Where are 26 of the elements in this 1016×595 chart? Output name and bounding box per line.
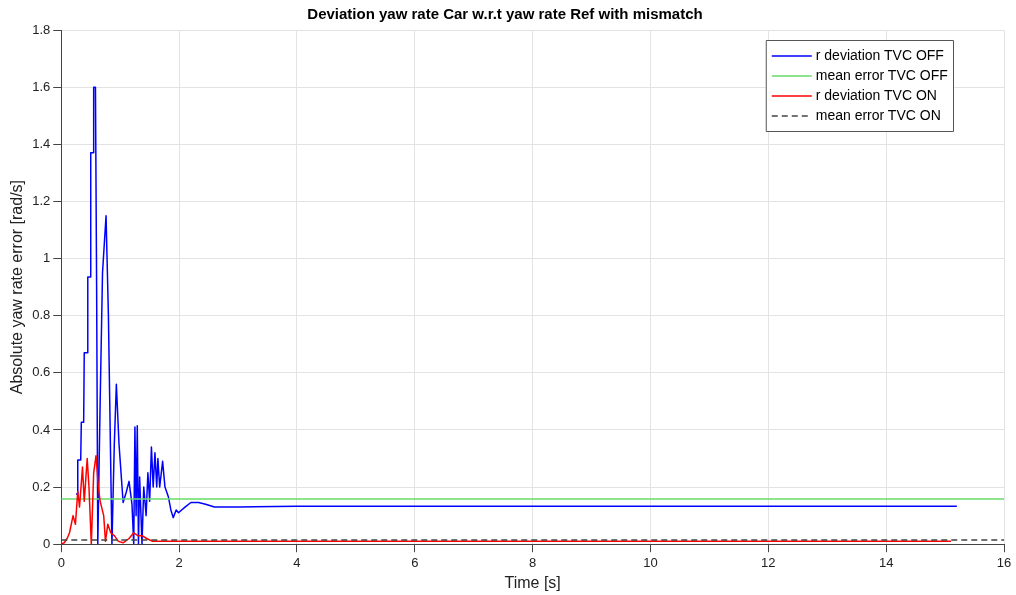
chart-title: Deviation yaw rate Car w.r.t yaw rate Ref with mismatch	[307, 5, 703, 23]
y-tick-label: 0	[43, 535, 51, 551]
legend-label: mean error TVC OFF	[815, 66, 948, 83]
legend-label: r deviation TVC ON	[815, 86, 937, 103]
x-tick-label: 6	[411, 554, 419, 570]
x-tick-label: 14	[878, 554, 894, 570]
x-axis-title: Time [s]	[504, 573, 561, 591]
y-tick-label: 1.8	[32, 21, 51, 37]
y-tick-label: 0.4	[32, 421, 51, 437]
y-tick-label: 0.6	[32, 364, 51, 380]
x-tick-label: 10	[643, 554, 658, 570]
y-axis-title: Absolute yaw rate error [rad/s]	[8, 179, 26, 395]
y-tick-label: 0.8	[32, 307, 51, 323]
y-tick-label: 1.6	[32, 78, 51, 94]
x-tick-label: 16	[996, 554, 1012, 570]
legend-label: mean error TVC ON	[815, 106, 941, 123]
legend-label: r deviation TVC OFF	[815, 46, 944, 63]
y-tick-label: 1	[43, 250, 51, 266]
y-tick-label: 1.2	[32, 192, 51, 208]
x-tick-label: 0	[57, 554, 65, 570]
x-tick-label: 12	[761, 554, 776, 570]
y-tick-label: 0.2	[32, 478, 51, 494]
x-tick-label: 2	[175, 554, 183, 570]
x-tick-label: 8	[529, 554, 537, 570]
y-tick-label: 1.4	[32, 135, 51, 151]
x-tick-label: 4	[293, 554, 301, 570]
